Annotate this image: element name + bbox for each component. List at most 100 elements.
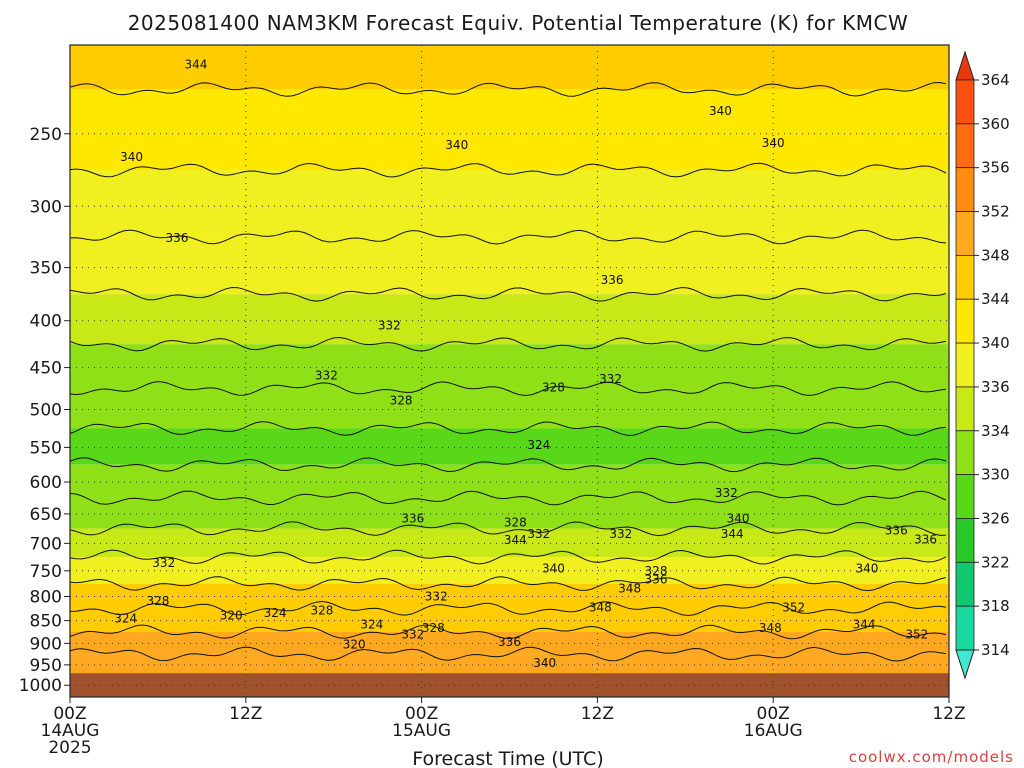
- field-band: [70, 45, 949, 90]
- contour-label: 336: [165, 231, 188, 245]
- contour-label: 328: [542, 380, 565, 394]
- contour-label: 324: [114, 612, 137, 626]
- field-band: [70, 583, 949, 609]
- contour-line: [70, 381, 947, 397]
- y-tick-label: 900: [30, 634, 62, 654]
- contour-line: [70, 576, 947, 592]
- y-tick-label: 500: [30, 401, 62, 421]
- field-band: [70, 170, 949, 237]
- contour-label: 344: [853, 617, 876, 631]
- y-tick-label: 550: [30, 438, 62, 458]
- colorbar-label: 344: [981, 290, 1010, 308]
- y-tick-label: 650: [30, 505, 62, 525]
- contour-label: 324: [527, 438, 550, 452]
- field-band: [70, 557, 949, 584]
- colorbar-segment: [955, 430, 975, 476]
- colorbar-segment: [955, 211, 975, 256]
- contour-label: 340: [762, 136, 785, 150]
- credit-label: coolwx.com/models: [849, 748, 1014, 766]
- contour-label: 336: [914, 532, 937, 546]
- contour-label: 332: [527, 527, 550, 541]
- contour-label: 336: [645, 573, 668, 587]
- x-tick-label: 00Z: [53, 704, 86, 724]
- contour-label: 340: [727, 512, 750, 526]
- contour-label: 328: [390, 394, 413, 408]
- colorbar-arrow-top: [955, 50, 975, 81]
- x-tick-label: 15AUG: [392, 721, 451, 741]
- field-band: [70, 631, 949, 655]
- contour-line: [70, 624, 947, 640]
- contour-line: [70, 521, 947, 537]
- field-band: [70, 608, 949, 632]
- contour-label: 344: [721, 527, 744, 541]
- y-tick-label: 1000: [19, 676, 62, 696]
- contour-line: [70, 162, 947, 178]
- contour-label: 328: [504, 515, 527, 529]
- ground-surface: [70, 673, 949, 697]
- contour-label: 320: [220, 608, 243, 622]
- contour-label: 340: [709, 104, 732, 118]
- y-tick-label: 600: [30, 473, 62, 493]
- contour-label: 328: [422, 621, 445, 635]
- contour-label: 336: [498, 635, 521, 649]
- x-tick-label: 14AUG: [41, 721, 100, 741]
- colorbar-label: 326: [981, 509, 1010, 527]
- contour-line: [70, 457, 947, 473]
- contour-label: 332: [425, 589, 448, 603]
- contour-label: 336: [885, 524, 908, 538]
- contour-label: 340: [542, 562, 565, 576]
- contour-label: 332: [315, 368, 338, 382]
- colorbar-segment: [955, 79, 975, 125]
- x-tick-label: 00Z: [757, 704, 790, 724]
- contour-label: 348: [759, 621, 782, 635]
- contour-label: 352: [782, 600, 805, 614]
- contour-line: [70, 646, 947, 662]
- y-tick-label: 400: [30, 312, 62, 332]
- y-tick-label: 950: [30, 656, 62, 676]
- field-band: [70, 654, 949, 674]
- field-band: [70, 388, 949, 429]
- field-band: [70, 236, 949, 295]
- field-band: [70, 497, 949, 529]
- contour-label: 344: [504, 533, 527, 547]
- y-tick-label: 350: [30, 259, 62, 279]
- colorbar-segment: [955, 386, 975, 432]
- contour-label: 332: [152, 556, 175, 570]
- x-tick-label: 2025: [48, 738, 91, 758]
- y-tick-label: 700: [30, 534, 62, 554]
- colorbar-label: 314: [981, 641, 1010, 659]
- contour-line: [70, 549, 947, 565]
- colorbar-segment: [955, 561, 975, 607]
- contour-label: 348: [618, 581, 641, 595]
- field-band: [70, 428, 949, 465]
- contour-label: 332: [599, 372, 622, 386]
- contour-label: 340: [856, 562, 879, 576]
- contour-label: 332: [609, 527, 632, 541]
- contour-label: 340: [445, 138, 468, 152]
- colorbar-label: 340: [981, 334, 1010, 352]
- y-tick-label: 850: [30, 612, 62, 632]
- x-tick-label: 16AUG: [744, 721, 803, 741]
- y-tick-label: 300: [30, 197, 62, 217]
- field-band: [70, 294, 949, 345]
- field-band: [70, 344, 949, 389]
- colorbar-label: 360: [981, 115, 1010, 133]
- chart-title: 2025081400 NAM3KM Forecast Equiv. Potent…: [128, 11, 909, 35]
- colorbar-label: 322: [981, 553, 1010, 571]
- contour-label: 332: [401, 627, 424, 641]
- x-tick-label: 00Z: [405, 704, 438, 724]
- colorbar-arrow-bottom: [955, 649, 975, 680]
- colorbar-segment: [955, 474, 975, 519]
- contour-label: 336: [601, 273, 624, 287]
- colorbar-label: 352: [981, 203, 1010, 221]
- theta-e-field: [70, 45, 949, 674]
- y-tick-label: 750: [30, 562, 62, 582]
- y-tick-label: 250: [30, 125, 62, 145]
- contour-line: [70, 286, 947, 302]
- contour-label: 332: [715, 486, 738, 500]
- contour-label: 324: [264, 606, 287, 620]
- x-axis-label: Forecast Time (UTC): [412, 748, 603, 768]
- colorbar-label: 348: [981, 246, 1010, 264]
- plot-area: [70, 45, 949, 697]
